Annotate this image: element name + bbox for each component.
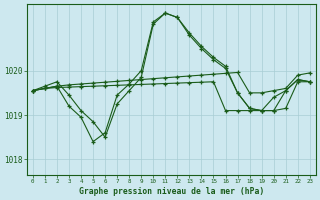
X-axis label: Graphe pression niveau de la mer (hPa): Graphe pression niveau de la mer (hPa) [79,187,264,196]
